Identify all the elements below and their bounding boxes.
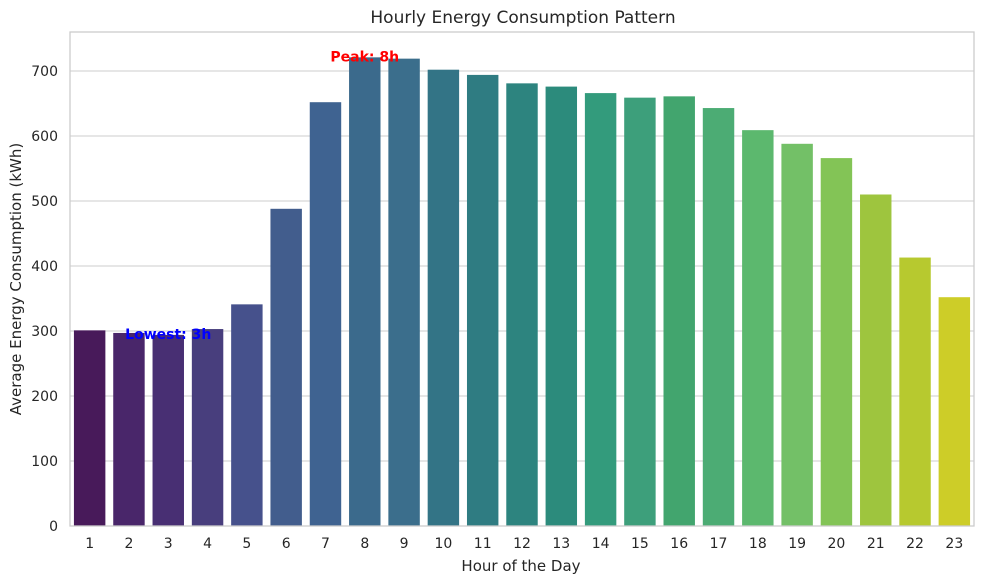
x-tick-label: 18	[749, 536, 767, 552]
x-tick-label: 19	[788, 536, 806, 552]
bar	[309, 102, 342, 526]
bar	[820, 158, 853, 526]
bar	[545, 86, 578, 526]
bar	[427, 69, 460, 526]
x-tick-label: 21	[867, 536, 885, 552]
annotation-label: Lowest: 3h	[125, 327, 211, 343]
chart-title: Hourly Energy Consumption Pattern	[370, 8, 675, 28]
plot-frame	[69, 31, 975, 527]
x-tick-label: 17	[710, 536, 728, 552]
y-axis-label: Average Energy Consumption (kWh)	[7, 143, 25, 416]
x-tick-label: 3	[164, 536, 173, 552]
x-tick-label: 9	[400, 536, 409, 552]
bar	[781, 143, 813, 527]
y-tick-label: 700	[31, 64, 58, 80]
y-tick-label: 600	[31, 129, 58, 145]
x-tick-label: 8	[360, 536, 369, 552]
bar	[113, 332, 145, 526]
y-tick-label: 0	[49, 519, 58, 535]
x-tick-label: 10	[434, 536, 452, 552]
x-tick-label: 4	[203, 536, 212, 552]
annotation-label: Peak: 8h	[330, 49, 399, 65]
bar	[584, 93, 617, 526]
x-tick-label: 2	[124, 536, 133, 552]
bar	[73, 330, 106, 526]
bar	[938, 297, 971, 526]
bar	[349, 57, 381, 526]
bar	[466, 74, 499, 527]
x-tick-label: 16	[670, 536, 688, 552]
x-tick-label: 23	[945, 536, 963, 552]
bar	[860, 194, 892, 526]
x-tick-label: 15	[631, 536, 649, 552]
x-tick-labels: 1 2 3 4 5 6 7 8 9 10 11 12 13 14 15 16 17 18 19 20 21 22 23	[85, 536, 963, 552]
x-tick-label: 6	[282, 536, 291, 552]
x-tick-label: 7	[321, 536, 330, 552]
bar	[270, 208, 302, 527]
bar	[152, 334, 184, 526]
bars	[73, 57, 971, 527]
x-axis-label: Hour of the Day	[461, 557, 580, 575]
annotations: Peak: 8h Lowest: 3h	[125, 49, 399, 343]
x-tick-label: 12	[513, 536, 531, 552]
x-tick-label: 20	[828, 536, 846, 552]
bar	[663, 96, 695, 526]
y-tick-label: 100	[31, 454, 58, 470]
x-tick-label: 5	[242, 536, 251, 552]
x-tick-label: 22	[906, 536, 924, 552]
bar	[191, 329, 224, 526]
y-tick-label: 300	[31, 324, 58, 340]
bar	[388, 58, 420, 527]
bar	[506, 83, 538, 526]
bar	[624, 97, 656, 527]
y-tick-labels: 0 100 200 300 400 500 600 700	[31, 64, 58, 535]
y-tick-label: 500	[31, 194, 58, 210]
x-tick-label: 1	[85, 536, 94, 552]
y-tick-label: 400	[31, 259, 58, 275]
y-tick-label: 200	[31, 389, 58, 405]
x-tick-label: 11	[474, 536, 492, 552]
x-tick-label: 14	[592, 536, 610, 552]
bar	[231, 304, 263, 526]
bar	[702, 108, 735, 527]
x-tick-label: 13	[552, 536, 570, 552]
bar	[742, 130, 774, 526]
bar	[899, 257, 931, 526]
